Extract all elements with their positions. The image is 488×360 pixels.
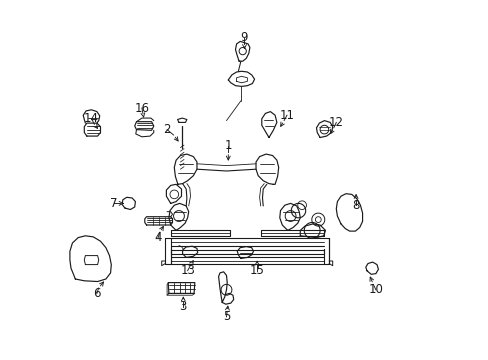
Text: 11: 11	[279, 109, 294, 122]
Text: 6: 6	[93, 287, 101, 300]
Text: 3: 3	[179, 300, 186, 313]
Text: 16: 16	[134, 102, 149, 114]
Text: 10: 10	[368, 283, 383, 296]
Text: 7: 7	[110, 197, 118, 210]
Text: 15: 15	[249, 264, 264, 277]
Text: 4: 4	[154, 231, 162, 244]
Text: 1: 1	[224, 139, 232, 152]
Text: 9: 9	[240, 31, 248, 44]
Text: 5: 5	[223, 310, 230, 323]
Text: 2: 2	[163, 123, 170, 136]
Text: 14: 14	[84, 112, 99, 125]
Text: 13: 13	[180, 264, 195, 277]
Text: 8: 8	[352, 199, 359, 212]
Text: 12: 12	[328, 116, 343, 129]
